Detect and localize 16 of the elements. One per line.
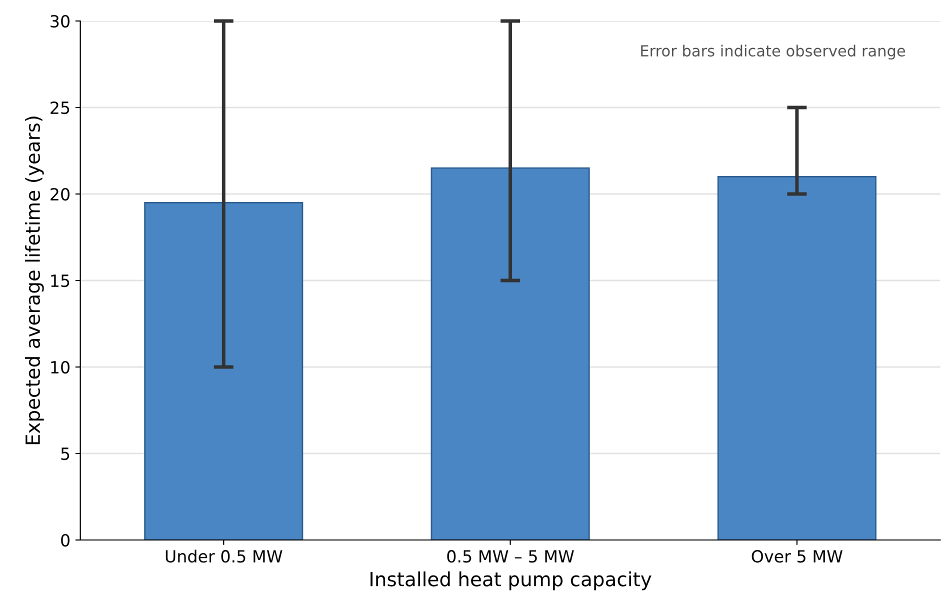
- y-tick-label: 5: [61, 448, 70, 460]
- y-tick-label: 0: [61, 534, 70, 547]
- x-tick-label: Under 0.5 MW: [166, 550, 282, 563]
- x-axis-title: Installed heat pump capacity: [370, 571, 652, 590]
- annotation: Error bars indicate observed range: [641, 44, 906, 60]
- bar: [430, 167, 590, 540]
- bar: [144, 202, 304, 540]
- bar: [717, 176, 876, 540]
- y-tick-label: 15: [51, 274, 70, 288]
- y-tick-label: 30: [50, 14, 70, 28]
- y-tick-label: 25: [50, 101, 70, 114]
- x-tick-label: 0.5 MW – 5 MW: [447, 550, 574, 563]
- x-tick-label: Over 5 MW: [752, 550, 842, 563]
- y-tick-label: 10: [51, 360, 70, 374]
- y-axis-title: Expected average lifetime (years): [25, 116, 44, 444]
- y-tick-label: 20: [50, 188, 70, 201]
